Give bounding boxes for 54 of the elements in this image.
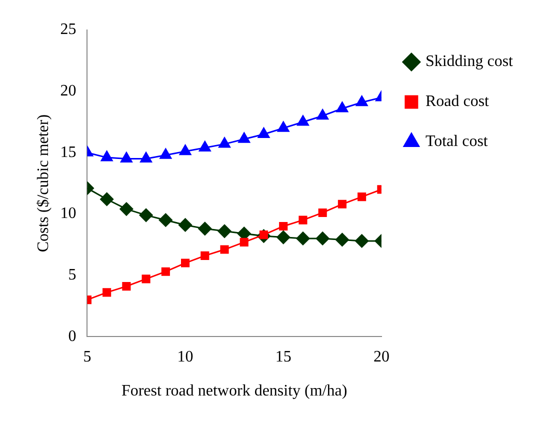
x-axis-title: Forest road network density (m/ha) [121,382,348,400]
point [297,115,309,126]
point [276,230,290,244]
point [161,267,170,276]
point [218,137,230,148]
x-tick-label: 15 [275,348,292,366]
point [142,274,150,284]
point [139,208,153,222]
y-tick-label: 15 [60,144,76,161]
point [277,121,290,132]
y-tick-label: 0 [68,328,76,345]
y-tick-label: 5 [68,266,76,284]
point [338,200,346,208]
point [218,224,232,238]
point [220,245,229,254]
point [358,192,366,202]
point [100,150,113,162]
point [120,152,132,163]
x-tick-label: 10 [177,348,194,366]
point [279,222,288,231]
x-tick-label: 5 [83,348,92,366]
point [180,258,190,268]
y-axis-title: Costs ($/cubic meter) [34,114,52,252]
point [316,232,330,246]
y-tick-label: 25 [60,21,76,38]
point [178,218,192,232]
point [200,251,210,260]
point [356,96,368,106]
point [355,234,369,248]
point [258,127,270,138]
point [318,208,327,218]
point [100,192,114,206]
point [179,144,192,156]
point [120,202,134,216]
point [240,238,248,246]
point [160,148,172,159]
point [122,282,131,291]
legend-label: Skidding cost [425,53,514,70]
point [158,213,172,227]
legend-label: Road cost [425,93,490,110]
point [335,232,349,246]
point [296,232,310,246]
point [336,102,348,112]
y-tick-label: 20 [60,82,76,100]
y-tick-label: 10 [60,205,76,222]
legend-label: Total cost [425,133,488,150]
point [298,216,308,224]
point [238,132,250,143]
point [316,109,329,120]
x-tick-label: 20 [373,348,390,366]
point [198,222,212,236]
point [140,152,152,163]
point [102,288,112,297]
point [198,140,211,152]
